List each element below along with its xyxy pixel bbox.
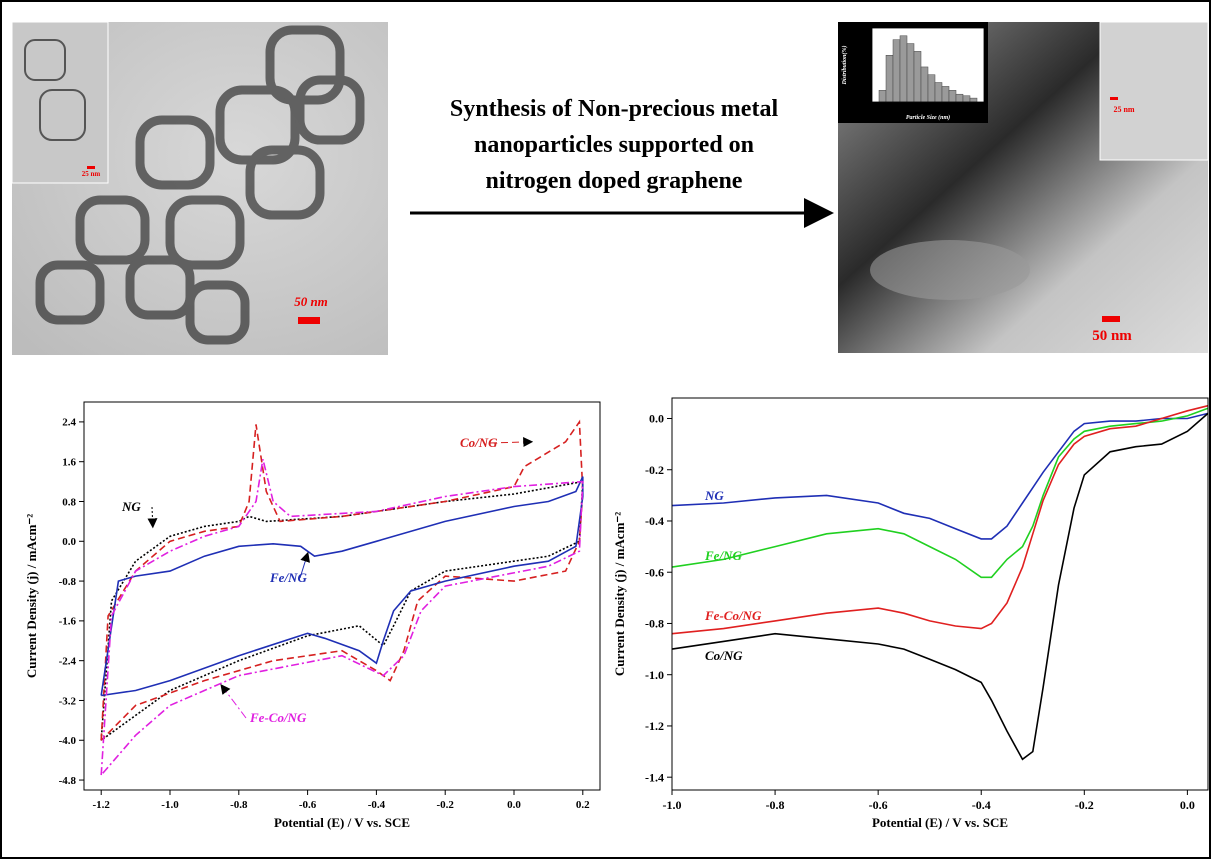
y-tick-label: -0.4 — [645, 514, 664, 528]
y-tick-label: -3.2 — [59, 695, 77, 707]
x-tick-label: 0.0 — [507, 799, 521, 811]
x-tick-label: -0.2 — [1075, 798, 1094, 812]
y-tick-label: 0.8 — [62, 496, 76, 508]
series-line — [100, 459, 584, 776]
y-tick-label: 1.6 — [62, 457, 76, 469]
histogram-bar — [927, 74, 936, 103]
y-tick-label: 2.4 — [62, 417, 76, 429]
y-tick-label: -4.8 — [59, 775, 77, 787]
plot-frame — [83, 401, 601, 791]
x-tick-label: 3 — [885, 108, 888, 114]
y-tick-label: 0.0 — [649, 412, 664, 426]
series-label: Co/NG — [460, 435, 498, 450]
title-line: nanoparticles supported on — [474, 132, 754, 158]
series-label: Co/NG — [705, 648, 743, 663]
y-tick-label: -0.8 — [59, 576, 77, 588]
y-tick-label: -1.4 — [645, 770, 664, 784]
tem-image-left: 25 nm 50 nm — [11, 21, 388, 355]
x-tick-label: -1.0 — [161, 799, 179, 811]
y-tick-label: -1.6 — [59, 616, 77, 628]
scale-label: 50 nm — [1092, 328, 1132, 344]
x-tick-label: 6 — [906, 108, 909, 114]
x-tick-label: -0.8 — [230, 799, 248, 811]
plot-frame — [671, 397, 1209, 791]
y-axis-title: Current Density (j) / mAcm⁻² — [24, 514, 39, 678]
x-axis-title: Particle Size (nm) — [906, 114, 950, 121]
x-tick-label: 0.2 — [576, 799, 590, 811]
x-tick-label: -0.6 — [869, 798, 888, 812]
y-tick-label: -4.0 — [59, 735, 77, 747]
y-axis-title: Distribution(%) — [841, 45, 848, 85]
y-tick-label: -0.8 — [645, 617, 664, 631]
histogram-bar — [878, 90, 887, 103]
histogram-bar — [969, 97, 978, 103]
histogram-bar — [899, 35, 908, 103]
histogram-bar — [941, 86, 950, 103]
series-label: Fe/NG — [269, 570, 307, 585]
histogram-bar — [955, 93, 964, 103]
x-tick-label: 12 — [946, 108, 952, 114]
inset-scale-label: 25 nm — [82, 170, 101, 178]
y-axis-title: Current Density (j) / mAcm⁻² — [612, 512, 627, 676]
x-tick-label: -0.4 — [972, 798, 991, 812]
series-label: Fe-Co/NG — [249, 710, 307, 725]
series-line — [671, 412, 1209, 540]
x-tick-label: -0.8 — [766, 798, 785, 812]
x-tick-label: -0.6 — [299, 799, 317, 811]
histogram-bar — [920, 66, 929, 103]
x-tick-label: 9 — [927, 108, 930, 114]
x-tick-label: 15 — [967, 108, 973, 114]
label-arrow — [220, 683, 247, 719]
title-line: nitrogen doped graphene — [486, 168, 743, 194]
scale-label: 50 nm — [294, 294, 328, 309]
y-tick-label: -1.0 — [645, 668, 664, 682]
y-tick-label: 0.0 — [62, 536, 76, 548]
x-tick-label: -0.2 — [436, 799, 454, 811]
x-tick-label: -1.2 — [92, 799, 110, 811]
x-tick-label: -1.0 — [663, 798, 682, 812]
y-tick-label: -0.6 — [645, 565, 664, 579]
series-line — [100, 476, 584, 697]
histogram-bar — [885, 55, 894, 103]
y-tick-label: -1.2 — [645, 719, 664, 733]
y-tick-label: -0.2 — [645, 463, 664, 477]
label-arrow — [299, 551, 310, 579]
x-tick-label: -0.4 — [368, 799, 386, 811]
histogram-bar — [962, 95, 971, 103]
histogram-bar — [948, 90, 957, 103]
histogram-bar — [913, 51, 922, 103]
inset-scale-label: 25 nm — [1113, 105, 1134, 114]
x-axis-title: Potential (E) / V vs. SCE — [274, 815, 410, 830]
title-line: Synthesis of Non-precious metal — [450, 96, 779, 122]
y-tick-label: -2.4 — [59, 656, 77, 668]
histogram-bar — [892, 39, 901, 103]
series-label: NG — [121, 499, 141, 514]
series-label: Fe-Co/NG — [704, 608, 762, 623]
series-line — [671, 407, 1209, 579]
series-line — [100, 480, 584, 741]
x-axis-title: Potential (E) / V vs. SCE — [872, 815, 1008, 830]
series-line — [671, 404, 1209, 635]
label-arrow — [147, 506, 158, 529]
histogram-bar — [934, 82, 943, 103]
series-line — [671, 412, 1209, 761]
histogram-bar — [906, 43, 915, 103]
label-arrow — [489, 437, 534, 448]
x-tick-label: 0.0 — [1180, 798, 1195, 812]
series-line — [100, 419, 584, 741]
series-label: NG — [704, 488, 724, 503]
plot-frame — [871, 27, 985, 103]
series-label: Fe/NG — [704, 548, 742, 563]
